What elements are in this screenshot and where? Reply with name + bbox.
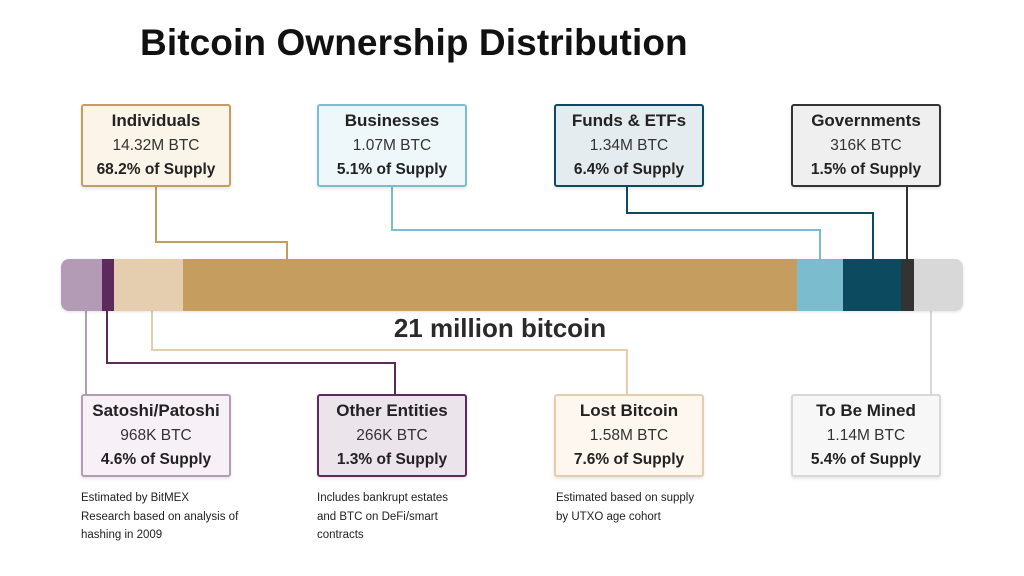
card-supply-percent: 5.4% of Supply [810,451,922,468]
card-other-entities: Other Entities 266K BTC 1.3% of Supply [317,394,467,477]
card-supply-percent: 4.6% of Supply [100,451,212,468]
card-btc-amount: 1.14M BTC [826,427,906,444]
connector-funds-etfs [626,187,874,259]
supply-bar [61,259,963,311]
bar-segment-other-entities [102,259,115,311]
page-title: Bitcoin Ownership Distribution [140,22,688,63]
connector-individuals [155,187,288,259]
card-btc-amount: 968K BTC [120,427,192,444]
bar-segment-businesses [797,259,844,311]
card-supply-percent: 6.4% of Supply [573,161,685,178]
card-name: Funds & ETFs [571,111,687,130]
card-supply-percent: 5.1% of Supply [336,161,448,178]
bar-caption: 21 million bitcoin [393,313,607,343]
card-btc-amount: 266K BTC [356,427,428,444]
card-name: Governments [811,111,921,130]
note-lost-bitcoin: Estimated based on supply by UTXO age co… [556,492,695,523]
bar-segment-to-be-mined [914,259,963,311]
card-name: Satoshi/Patoshi [92,401,220,420]
bar-segment-satoshi [61,259,103,311]
connector-businesses [391,187,821,259]
card-btc-amount: 14.32M BTC [112,137,200,154]
card-name: Other Entities [336,401,448,420]
card-funds-etfs: Funds & ETFs 1.34M BTC 6.4% of Supply [554,104,704,187]
card-to-be-mined: To Be Mined 1.14M BTC 5.4% of Supply [791,394,941,477]
bar-segment-lost-bitcoin [114,259,183,311]
card-btc-amount: 1.34M BTC [589,137,669,154]
connector-other-entities [106,311,396,394]
card-name: Individuals [111,111,201,130]
bar-segment-governments [900,259,915,311]
connector-lost-bitcoin [151,311,628,394]
note-satoshi: Estimated by BitMEX Research based on an… [81,492,239,541]
card-name: Businesses [344,111,440,130]
card-supply-percent: 7.6% of Supply [573,451,685,468]
card-btc-amount: 1.58M BTC [589,427,669,444]
bar-segment-funds-etfs [843,259,901,311]
card-satoshi-patoshi: Satoshi/Patoshi 968K BTC 4.6% of Supply [81,394,231,477]
card-supply-percent: 1.3% of Supply [336,451,448,468]
bar-segment-individuals [182,259,798,311]
card-name: Lost Bitcoin [579,401,679,420]
card-businesses: Businesses 1.07M BTC 5.1% of Supply [317,104,467,187]
card-btc-amount: 316K BTC [830,137,902,154]
card-lost-bitcoin: Lost Bitcoin 1.58M BTC 7.6% of Supply [554,394,704,477]
card-supply-percent: 68.2% of Supply [96,161,216,178]
card-individuals: Individuals 14.32M BTC 68.2% of Supply [81,104,231,187]
card-supply-percent: 1.5% of Supply [810,161,922,178]
card-governments: Governments 316K BTC 1.5% of Supply [791,104,941,187]
card-btc-amount: 1.07M BTC [352,137,432,154]
card-name: To Be Mined [816,401,916,420]
note-other-entities: Includes bankrupt estates and BTC on DeF… [317,492,449,541]
